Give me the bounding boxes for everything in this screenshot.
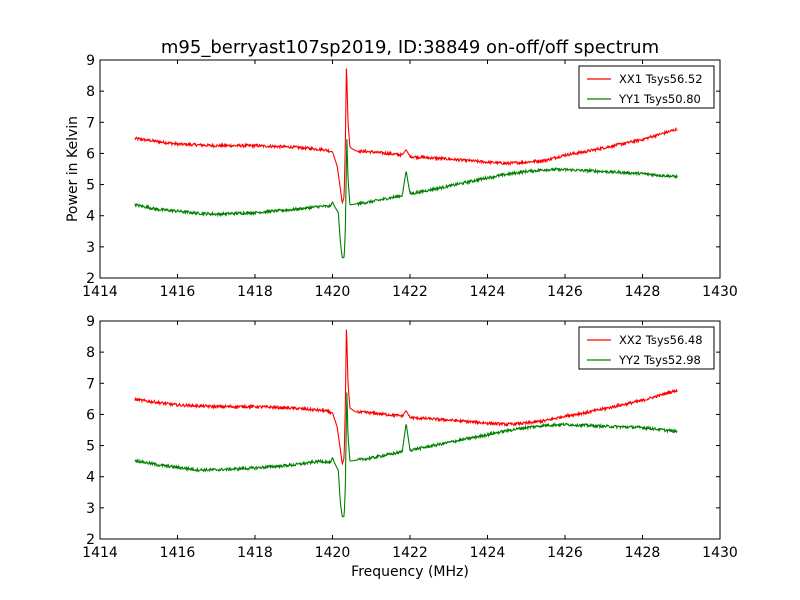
x-tick-label: 1414 [82,284,118,300]
x-tick-label: 1420 [315,545,351,561]
series-line-yy2 [134,392,678,518]
x-tick-label: 1414 [82,545,118,561]
y-tick-label: 4 [86,470,95,486]
y-tick-label: 2 [86,271,95,287]
y-tick-label: 8 [86,345,95,361]
x-tick-label: 1430 [702,284,738,300]
legend-entry: YY1 Tsys50.80 [618,92,701,106]
y-tick-label: 7 [86,115,95,131]
x-axis-label: Frequency (MHz) [351,564,469,580]
series-line-yy1 [134,139,678,259]
x-tick-label: 1426 [547,284,583,300]
y-tick-label: 6 [86,146,95,162]
series-line-xx2 [134,329,678,466]
x-tick-label: 1416 [160,284,196,300]
y-tick-label: 6 [86,407,95,423]
y-tick-label: 2 [86,532,95,548]
x-tick-label: 1422 [392,284,428,300]
y-axis-label: Power in Kelvin [65,116,81,222]
figure-title: m95_berryast107sp2019, ID:38849 on-off/o… [161,37,659,58]
y-tick-label: 4 [86,209,95,225]
x-tick-label: 1426 [547,545,583,561]
y-tick-label: 8 [86,84,95,100]
x-tick-label: 1424 [470,284,506,300]
x-tick-label: 1420 [315,284,351,300]
x-tick-label: 1416 [160,545,196,561]
y-tick-label: 3 [86,240,95,256]
y-tick-label: 5 [86,439,95,455]
x-tick-label: 1418 [237,545,273,561]
y-tick-label: 5 [86,178,95,194]
legend: XX1 Tsys56.52 YY1 Tsys50.80 [578,65,715,109]
x-tick-label: 1428 [625,545,661,561]
legend-entry: YY2 Tsys52.98 [618,353,701,367]
x-tick-label: 1422 [392,545,428,561]
bottom-panel-xx2-yy2: 1414 1416 1418 1420 1422 1424 1426 1428 1430 2 3 4 5… [82,314,738,580]
y-tick-label: 7 [86,376,95,392]
x-tick-label: 1430 [702,545,738,561]
y-tick-label: 9 [86,314,95,330]
legend-entry: XX1 Tsys56.52 [619,72,703,86]
x-tick-label: 1428 [625,284,661,300]
legend-entry: XX2 Tsys56.48 [619,333,703,347]
legend-box [578,65,715,109]
series-line-xx1 [134,68,678,205]
legend: XX2 Tsys56.48 YY2 Tsys52.98 [578,326,715,370]
top-panel-xx1-yy1: 1414 1416 1418 1420 1422 1424 1426 1428 1430 2 3 4 5… [65,53,738,300]
legend-box [578,326,715,370]
x-tick-label: 1418 [237,284,273,300]
y-tick-label: 9 [86,53,95,69]
x-tick-label: 1424 [470,545,506,561]
y-tick-label: 3 [86,501,95,517]
